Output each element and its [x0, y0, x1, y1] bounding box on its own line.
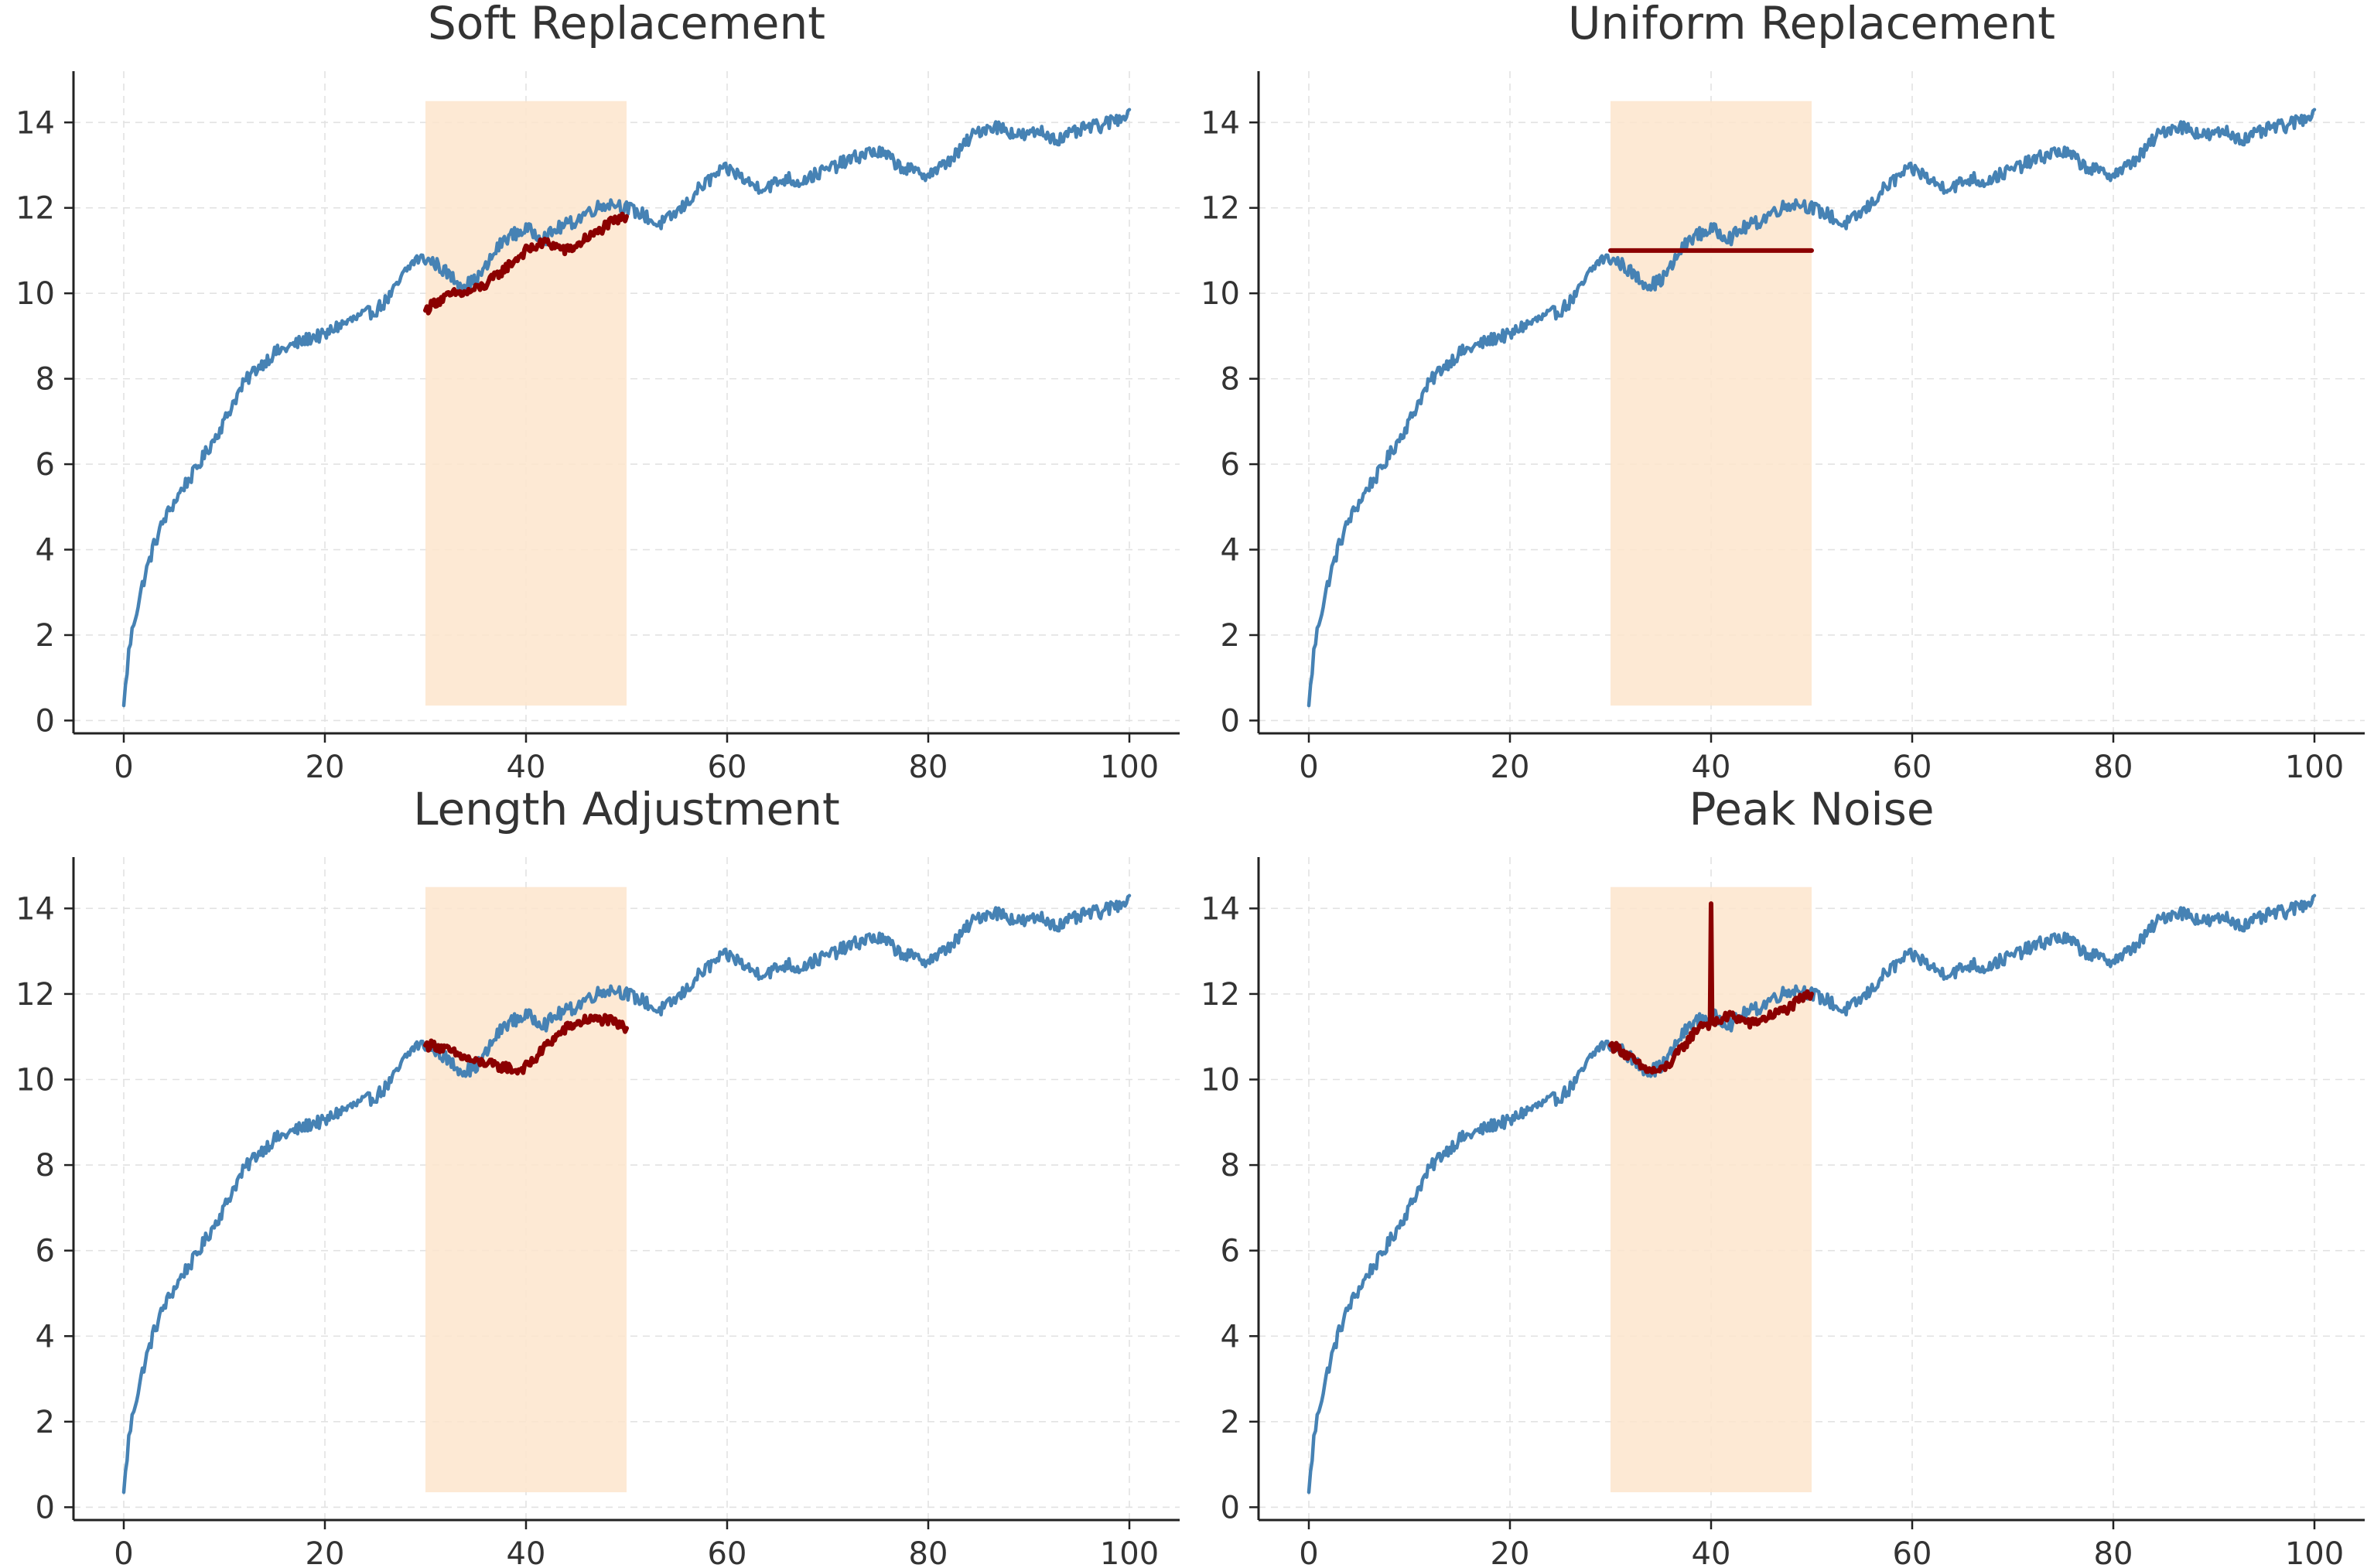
y-tick-label: 2	[36, 618, 55, 654]
x-tick-label: 40	[507, 1536, 546, 1568]
x-tick-label: 60	[1893, 750, 1932, 785]
x-tick-label: 80	[909, 750, 948, 785]
y-tick-label: 10	[15, 1063, 55, 1098]
y-tick-label: 0	[36, 703, 55, 739]
y-tick-label: 12	[1201, 977, 1240, 1013]
y-tick-label: 10	[1201, 1063, 1240, 1098]
x-tick-label: 80	[2094, 750, 2133, 785]
series-line-original	[121, 108, 1132, 708]
x-tick-label: 40	[1692, 750, 1731, 785]
x-tick-label: 0	[114, 1536, 133, 1568]
y-tick-label: 8	[1221, 362, 1240, 398]
x-tick-label: 0	[114, 750, 133, 785]
series-line-augmented	[423, 211, 629, 316]
x-tick-label: 60	[708, 1536, 747, 1568]
y-tick-label: 4	[36, 1319, 55, 1354]
y-tick-label: 8	[36, 1148, 55, 1184]
y-tick-label: 2	[1221, 1405, 1240, 1440]
series-line-original	[1307, 108, 2317, 708]
series-line-augmented	[1608, 901, 1814, 1075]
highlight-region	[425, 886, 627, 1493]
y-tick-label: 14	[15, 105, 55, 141]
x-tick-label: 20	[306, 750, 345, 785]
y-tick-label: 0	[1221, 703, 1240, 739]
x-tick-label: 0	[1299, 750, 1318, 785]
chart-title: Soft Replacement	[428, 0, 825, 50]
x-tick-label: 100	[2285, 750, 2344, 785]
highlight-region	[425, 101, 627, 706]
y-tick-label: 8	[1221, 1148, 1240, 1184]
series-line-augmented	[423, 1013, 629, 1076]
x-tick-label: 60	[708, 750, 747, 785]
series-line-original	[121, 893, 1132, 1495]
x-tick-label: 40	[1692, 1536, 1731, 1568]
x-tick-label: 40	[507, 750, 546, 785]
chart-title: Uniform Replacement	[1568, 0, 2055, 50]
y-tick-label: 4	[1221, 533, 1240, 569]
y-tick-label: 6	[36, 1234, 55, 1269]
x-tick-label: 100	[1100, 750, 1159, 785]
x-tick-label: 20	[1491, 750, 1530, 785]
y-tick-label: 6	[36, 447, 55, 483]
y-tick-label: 12	[1201, 191, 1240, 227]
panel-3: 0 20 40 60 80 100 0 2 4 6 8 10 12 14 Length Adjustment	[15, 783, 1180, 1568]
x-tick-label: 100	[1100, 1536, 1159, 1568]
highlight-region	[1611, 101, 1812, 706]
y-tick-label: 4	[1221, 1319, 1240, 1354]
panel-1: 0 20 40 60 80 100 0 2 4 6 8 10 12 14 Soft Replacement	[15, 0, 1180, 785]
y-tick-label: 2	[1221, 618, 1240, 654]
y-tick-label: 14	[1201, 891, 1240, 927]
y-tick-label: 0	[36, 1490, 55, 1525]
panel-4: 0 20 40 60 80 100 0 2 4 6 8 10 12 14 Peak Noise	[1201, 783, 2365, 1568]
y-tick-label: 4	[36, 533, 55, 569]
y-tick-label: 6	[1221, 1234, 1240, 1269]
chart-title: Length Adjustment	[413, 783, 839, 835]
chart-title: Peak Noise	[1689, 783, 1934, 835]
y-tick-label: 0	[1221, 1490, 1240, 1525]
panel-2: 0 20 40 60 80 100 0 2 4 6 8 10 12 14 Uniform Replaceme…	[1201, 0, 2365, 785]
y-tick-label: 10	[15, 276, 55, 312]
y-tick-label: 14	[15, 891, 55, 927]
x-tick-label: 100	[2285, 1536, 2344, 1568]
x-tick-label: 80	[2094, 1536, 2133, 1568]
x-tick-label: 0	[1299, 1536, 1318, 1568]
y-tick-label: 8	[36, 362, 55, 398]
y-tick-label: 14	[1201, 105, 1240, 141]
x-tick-label: 20	[1491, 1536, 1530, 1568]
y-tick-label: 12	[15, 977, 55, 1013]
y-tick-label: 12	[15, 191, 55, 227]
x-tick-label: 20	[306, 1536, 345, 1568]
x-tick-label: 80	[909, 1536, 948, 1568]
x-tick-label: 60	[1893, 1536, 1932, 1568]
y-tick-label: 10	[1201, 276, 1240, 312]
y-tick-label: 6	[1221, 447, 1240, 483]
y-tick-label: 2	[36, 1405, 55, 1440]
